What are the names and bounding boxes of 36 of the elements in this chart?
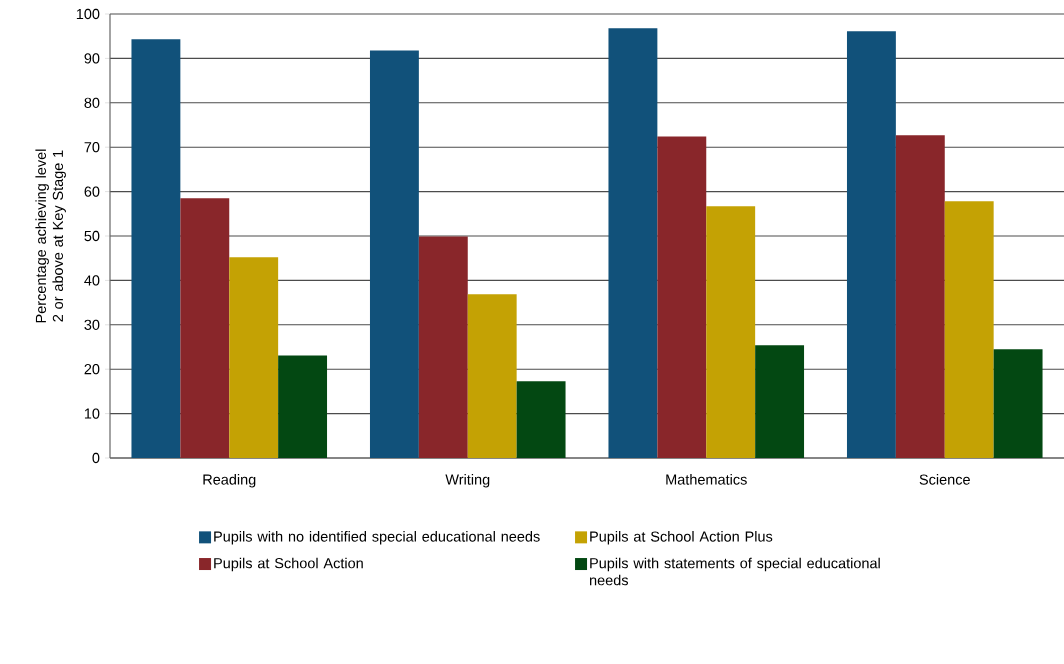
y-tick-label: 70 [84, 142, 100, 153]
x-tick-label: Mathematics [666, 474, 747, 485]
bar [944, 201, 994, 458]
y-tick-label: 50 [84, 230, 100, 242]
y-tick-label: 80 [84, 97, 100, 108]
legend-label: Pupils with statements of special educational needs [590, 557, 880, 586]
legend-label: Pupils at School Action Plus [590, 531, 773, 545]
y-tick-label: 10 [84, 408, 100, 419]
y-tick-label: 100 [76, 8, 100, 20]
bar [278, 355, 328, 458]
bar [229, 257, 279, 458]
bar [418, 236, 468, 458]
bar [895, 135, 945, 458]
bar [993, 349, 1043, 458]
y-tick-label: 90 [84, 53, 100, 64]
bar [131, 39, 181, 458]
y-tick-label: 20 [84, 364, 100, 375]
x-tick-label: Reading [203, 474, 256, 488]
bar [608, 28, 658, 458]
y-axis-title: Percentage achieving level 2 or above at Key Stage 1 [35, 149, 66, 323]
bar [516, 381, 566, 458]
y-tick-label: 30 [84, 319, 100, 330]
bar [706, 206, 756, 458]
y-tick-label: 60 [84, 186, 100, 197]
y-tick-label: 40 [84, 275, 100, 286]
bar [846, 31, 896, 458]
bar [657, 136, 707, 458]
legend-label: Pupils with no identified special educational needs [214, 531, 540, 545]
bar [369, 50, 419, 458]
x-tick-label: Writing [445, 474, 490, 488]
bar [755, 345, 805, 458]
bar [467, 294, 517, 458]
bar [180, 198, 230, 458]
legend-label: Pupils at School Action [214, 557, 363, 572]
y-tick-label: 0 [92, 452, 100, 464]
x-tick-label: Science [919, 474, 970, 485]
